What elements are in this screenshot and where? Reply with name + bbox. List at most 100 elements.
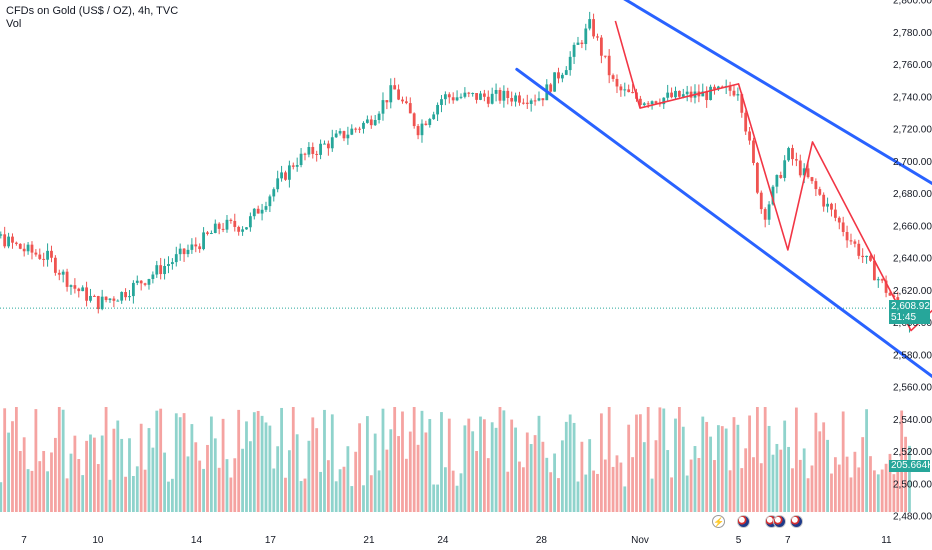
volume-bar xyxy=(89,434,92,512)
candle-body xyxy=(783,160,787,178)
symbol-title[interactable]: CFDs on Gold (US$ / OZ), 4h, TVC xyxy=(6,5,179,17)
volume-bar xyxy=(872,470,876,512)
volume-bar xyxy=(139,423,143,512)
y-tick-label: 2,580.00 xyxy=(893,350,932,361)
candle-body xyxy=(880,279,884,281)
y-tick-label: 2,780.00 xyxy=(893,28,932,39)
volume-bar xyxy=(280,407,283,512)
volume-bar xyxy=(705,421,709,512)
candle-body xyxy=(77,288,81,292)
volume-bar xyxy=(728,470,732,512)
candle-body xyxy=(326,143,330,149)
volume-bar xyxy=(486,458,490,512)
volume-bar xyxy=(545,457,549,512)
current-volume-badge: 205.664K xyxy=(889,460,932,472)
candle-body xyxy=(155,265,159,275)
volume-bar xyxy=(818,431,822,512)
y-tick-label: 2,540.00 xyxy=(893,415,932,426)
y-tick-label: 2,720.00 xyxy=(893,125,932,136)
candle-body xyxy=(307,147,311,155)
volume-bar xyxy=(619,462,623,512)
volume-bar xyxy=(229,477,233,512)
candle-body xyxy=(514,95,517,102)
candle-body xyxy=(588,19,592,29)
us-flag-icon[interactable] xyxy=(790,515,803,528)
candle-body xyxy=(350,128,354,135)
candle-body xyxy=(436,104,439,115)
candle-body xyxy=(471,93,475,95)
candle-body xyxy=(798,160,802,176)
volume-bar xyxy=(116,420,120,512)
volume-bar xyxy=(662,408,666,512)
volume-bar xyxy=(533,435,537,512)
candle-body xyxy=(771,186,775,205)
lightning-icon[interactable]: ⚡ xyxy=(712,515,725,528)
candle-body xyxy=(705,91,709,101)
candle-body xyxy=(482,93,486,97)
candle-body xyxy=(841,222,845,232)
volume-bar xyxy=(759,463,763,512)
volume-bar xyxy=(572,422,576,512)
volume-bar xyxy=(381,408,385,512)
candle-body xyxy=(381,100,385,114)
volume-bar xyxy=(896,464,900,512)
candle-body xyxy=(646,103,650,105)
volume-bar xyxy=(213,438,217,512)
us-flag-icon[interactable] xyxy=(737,515,750,528)
x-tick-label: 11 xyxy=(881,535,892,546)
volume-bar xyxy=(666,450,670,512)
candle-body xyxy=(763,209,767,220)
candle-body xyxy=(709,86,712,101)
candle-body xyxy=(451,97,455,101)
candle-body xyxy=(627,89,631,93)
candle-body xyxy=(18,243,22,249)
volume-bar xyxy=(876,474,880,512)
volume-bar xyxy=(342,466,346,512)
y-tick-label: 2,700.00 xyxy=(893,157,932,168)
candle-body xyxy=(206,232,209,234)
x-tick-label: 17 xyxy=(265,535,277,546)
volume-bar xyxy=(674,418,677,512)
candle-body xyxy=(740,94,744,113)
y-tick-label: 2,680.00 xyxy=(893,189,932,200)
candle-body xyxy=(650,101,654,105)
channel-upper-line xyxy=(623,0,932,186)
candle-body xyxy=(603,55,607,57)
volume-bar xyxy=(471,431,475,512)
candle-body xyxy=(0,234,3,236)
candle-body xyxy=(202,232,205,250)
candle-body xyxy=(404,101,408,104)
x-tick-label: Nov xyxy=(631,535,649,546)
candle-body xyxy=(377,113,381,120)
us-flag-icon[interactable] xyxy=(773,515,786,528)
candle-body xyxy=(549,84,553,92)
volume-bar xyxy=(272,468,276,512)
candle-body xyxy=(533,100,537,102)
volume-bar xyxy=(225,459,229,512)
volume-bar xyxy=(584,474,588,512)
candle-body xyxy=(876,279,880,281)
volume-bar xyxy=(494,427,498,512)
candle-body xyxy=(872,260,876,281)
candle-body xyxy=(857,243,861,256)
volume-bar xyxy=(303,478,307,512)
volume-bar xyxy=(506,471,510,512)
volume-bar xyxy=(549,472,553,512)
candle-body xyxy=(716,86,720,90)
volume-bar xyxy=(479,416,482,512)
bar-countdown: 51:45 xyxy=(891,312,917,324)
candle-body xyxy=(268,196,272,207)
volume-bar xyxy=(416,444,420,512)
candle-body xyxy=(502,90,506,101)
volume-bar xyxy=(744,448,748,512)
candle-body xyxy=(50,250,53,258)
volume-bar xyxy=(178,417,182,512)
y-tick-label: 2,800.00 xyxy=(893,0,932,7)
candle-body xyxy=(810,177,814,182)
volume-bar xyxy=(748,415,751,512)
candle-body xyxy=(3,234,7,247)
volume-bar xyxy=(135,466,139,512)
volume-bar xyxy=(264,422,268,512)
